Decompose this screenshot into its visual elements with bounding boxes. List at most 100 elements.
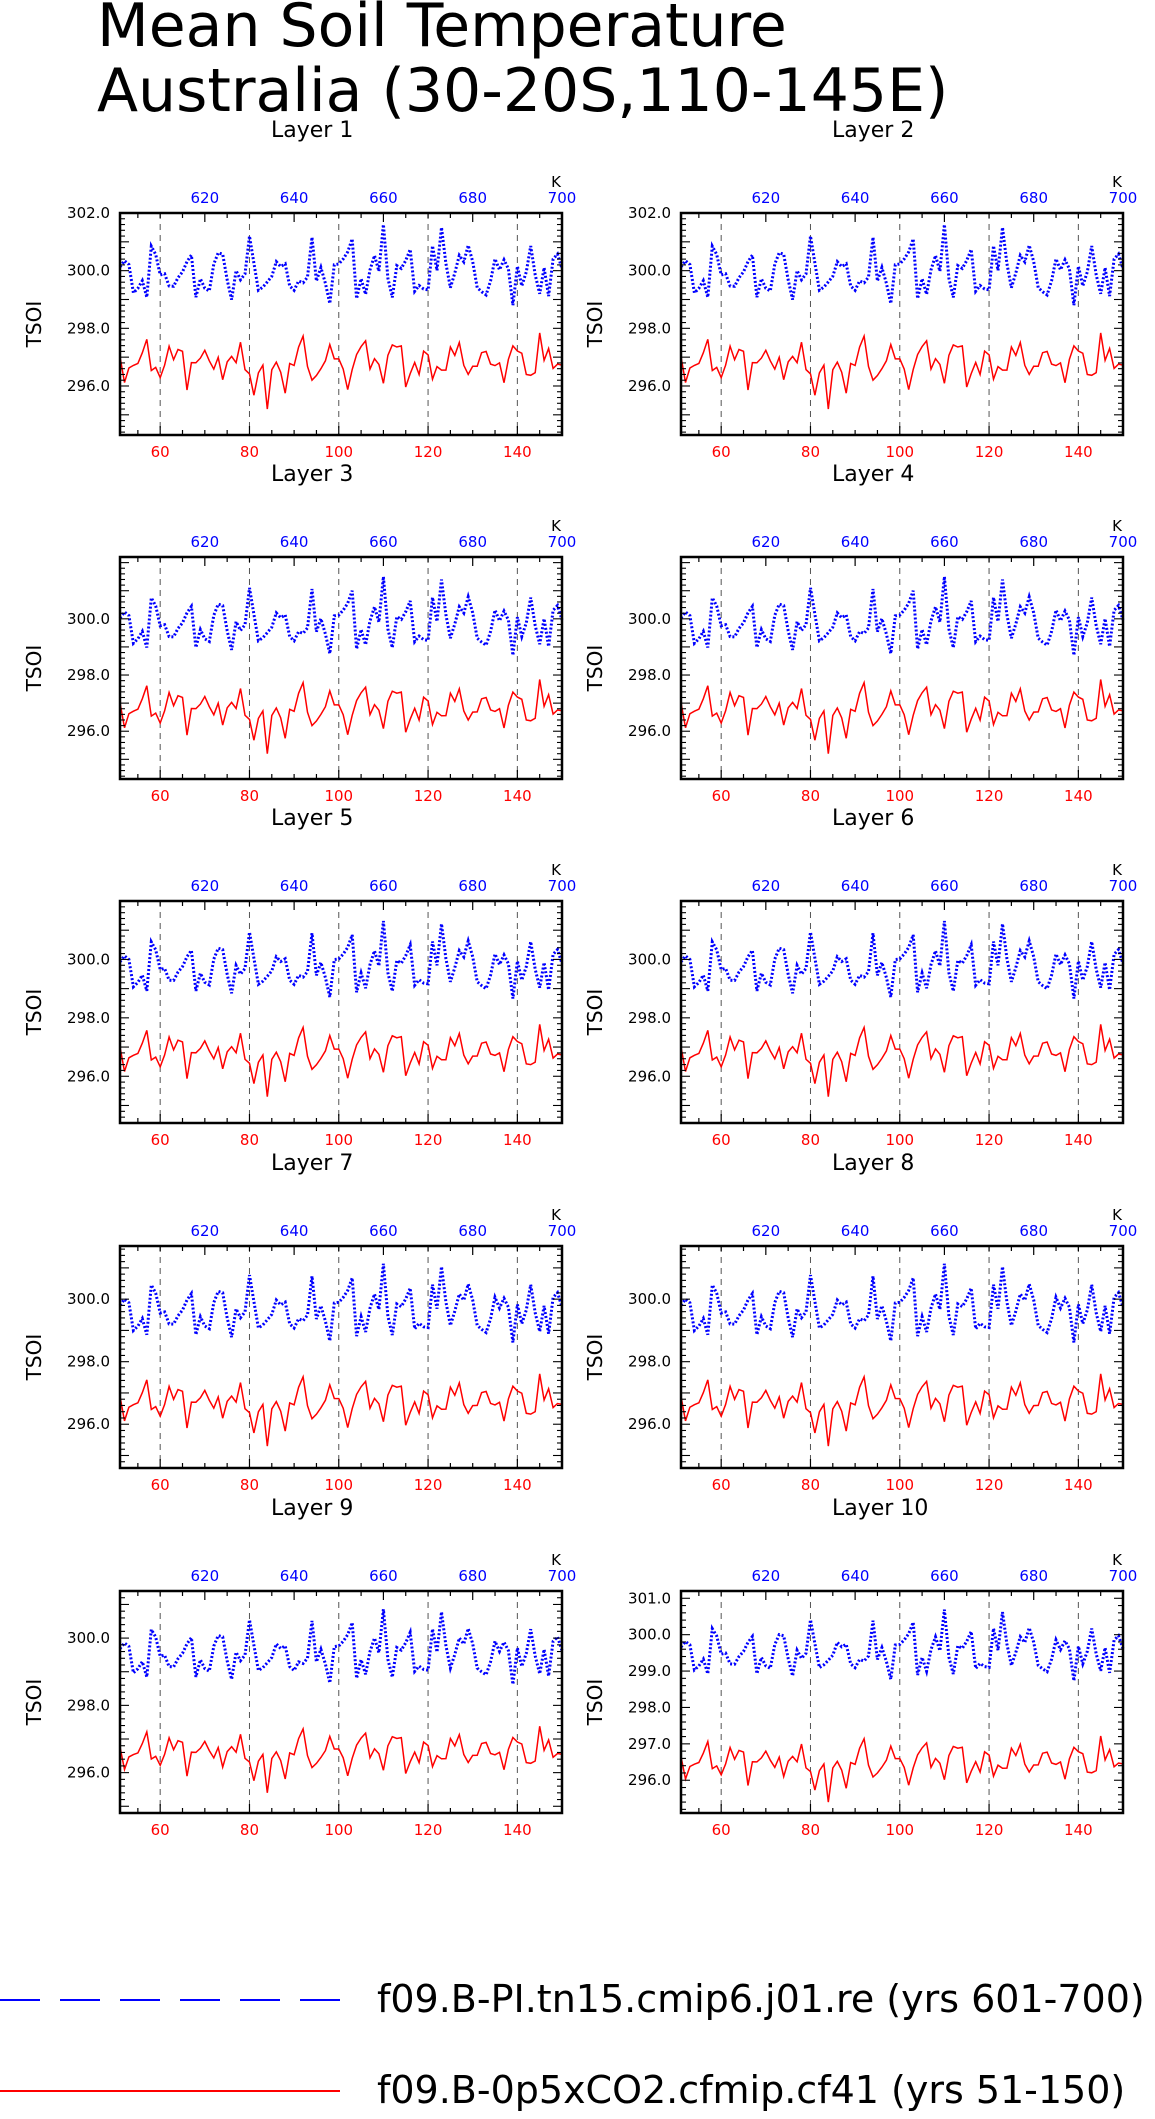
y-axis-label: TSOI xyxy=(583,1679,607,1727)
x-tick-label-top: 640 xyxy=(841,533,870,551)
x-tick-label-top: 680 xyxy=(1019,1567,1048,1585)
y-tick-label: 298.0 xyxy=(67,1353,110,1371)
y-tick-label: 299.0 xyxy=(628,1662,671,1680)
x-tick-label-bottom: 140 xyxy=(503,1821,532,1839)
x-tick-label-top: 640 xyxy=(841,877,870,895)
x-tick-label-bottom: 60 xyxy=(151,1131,170,1149)
legend-label-series-b: f09.B-0p5xCO2.cfmip.cf41 (yrs 51-150) xyxy=(377,2068,1125,2112)
x-tick-label-bottom: 60 xyxy=(151,1476,170,1494)
plot-frame xyxy=(679,1589,1125,1815)
x-tick-label-top: 700 xyxy=(1109,1222,1138,1240)
y-tick-label: 298.0 xyxy=(628,666,671,684)
x-tick-label-top: 660 xyxy=(930,1567,959,1585)
y-tick-label: 297.0 xyxy=(628,1735,671,1753)
y-tick-label: 300.0 xyxy=(628,610,671,628)
x-tick-label-top: 700 xyxy=(548,189,577,207)
y-axis-label: TSOI xyxy=(22,1334,46,1382)
y-tick-label: 296.0 xyxy=(628,722,671,740)
x-tick-label-top: 660 xyxy=(930,1222,959,1240)
series-line-a xyxy=(118,224,564,306)
series-line-a xyxy=(679,576,1125,656)
panel-title: Layer 7 xyxy=(271,1151,353,1176)
top-axis-unit: K xyxy=(1112,517,1123,535)
x-tick-label-top: 620 xyxy=(752,189,781,207)
y-axis-label: TSOI xyxy=(22,645,46,693)
series-line-b xyxy=(680,332,1124,410)
x-tick-label-bottom: 60 xyxy=(712,1821,731,1839)
y-tick-label: 298.0 xyxy=(628,1009,671,1027)
x-tick-label-bottom: 60 xyxy=(712,1131,731,1149)
series-line-b xyxy=(119,1024,563,1097)
y-tick-label: 296.0 xyxy=(67,722,110,740)
x-tick-label-bottom: 140 xyxy=(503,1476,532,1494)
x-tick-label-top: 680 xyxy=(1019,189,1048,207)
y-axis-label: TSOI xyxy=(583,989,607,1037)
x-tick-label-top: 680 xyxy=(458,533,487,551)
x-tick-label-bottom: 60 xyxy=(712,443,731,461)
x-tick-label-top: 700 xyxy=(548,533,577,551)
x-tick-label-top: 640 xyxy=(841,1222,870,1240)
y-tick-label: 302.0 xyxy=(628,204,671,222)
x-tick-label-top: 680 xyxy=(458,1567,487,1585)
x-tick-label-top: 620 xyxy=(752,877,781,895)
x-tick-label-top: 660 xyxy=(369,533,398,551)
y-tick-label: 296.0 xyxy=(67,1415,110,1433)
y-tick-label: 300.0 xyxy=(67,1629,110,1647)
x-tick-label-top: 680 xyxy=(458,189,487,207)
top-axis-unit: K xyxy=(1112,173,1123,191)
top-axis-unit: K xyxy=(551,1206,562,1224)
y-tick-label: 298.0 xyxy=(628,1353,671,1371)
x-tick-label-bottom: 60 xyxy=(712,787,731,805)
x-tick-label-top: 640 xyxy=(280,189,309,207)
x-tick-label-bottom: 100 xyxy=(324,787,353,805)
y-tick-label: 300.0 xyxy=(628,262,671,280)
series-line-a xyxy=(679,1263,1125,1343)
x-tick-label-bottom: 80 xyxy=(240,1131,259,1149)
series-line-b xyxy=(680,679,1124,754)
plot-frame xyxy=(679,555,1125,781)
x-tick-label-bottom: 120 xyxy=(975,1821,1004,1839)
x-tick-label-bottom: 60 xyxy=(151,1821,170,1839)
y-tick-label: 302.0 xyxy=(67,204,110,222)
x-tick-label-bottom: 120 xyxy=(414,1131,443,1149)
x-tick-label-top: 660 xyxy=(930,189,959,207)
x-tick-label-top: 620 xyxy=(191,877,220,895)
x-tick-label-bottom: 100 xyxy=(885,1821,914,1839)
x-tick-label-bottom: 120 xyxy=(975,787,1004,805)
top-axis-unit: K xyxy=(1112,1206,1123,1224)
series-line-a xyxy=(679,224,1125,306)
x-tick-label-bottom: 60 xyxy=(151,443,170,461)
panel-title: Layer 10 xyxy=(832,1496,928,1521)
series-line-b xyxy=(680,1373,1124,1447)
x-tick-label-bottom: 140 xyxy=(1064,1476,1093,1494)
x-tick-label-bottom: 80 xyxy=(240,1821,259,1839)
y-axis-label: TSOI xyxy=(22,301,46,349)
plot-frame xyxy=(679,1244,1125,1470)
panel-title: Layer 9 xyxy=(271,1496,353,1521)
x-tick-label-top: 680 xyxy=(1019,1222,1048,1240)
y-tick-label: 298.0 xyxy=(67,1696,110,1714)
x-tick-label-top: 660 xyxy=(369,189,398,207)
x-tick-label-top: 620 xyxy=(191,1222,220,1240)
x-tick-label-bottom: 80 xyxy=(801,1131,820,1149)
series-line-b xyxy=(119,332,563,410)
y-tick-label: 300.0 xyxy=(67,950,110,968)
y-axis-label: TSOI xyxy=(22,1679,46,1727)
x-tick-label-bottom: 80 xyxy=(240,787,259,805)
series-line-b xyxy=(119,679,563,754)
x-tick-label-bottom: 80 xyxy=(240,1476,259,1494)
y-tick-label: 296.0 xyxy=(67,377,110,395)
top-axis-unit: K xyxy=(1112,861,1123,879)
x-tick-label-bottom: 100 xyxy=(885,787,914,805)
x-tick-label-bottom: 120 xyxy=(975,1131,1004,1149)
y-tick-label: 296.0 xyxy=(67,1764,110,1782)
